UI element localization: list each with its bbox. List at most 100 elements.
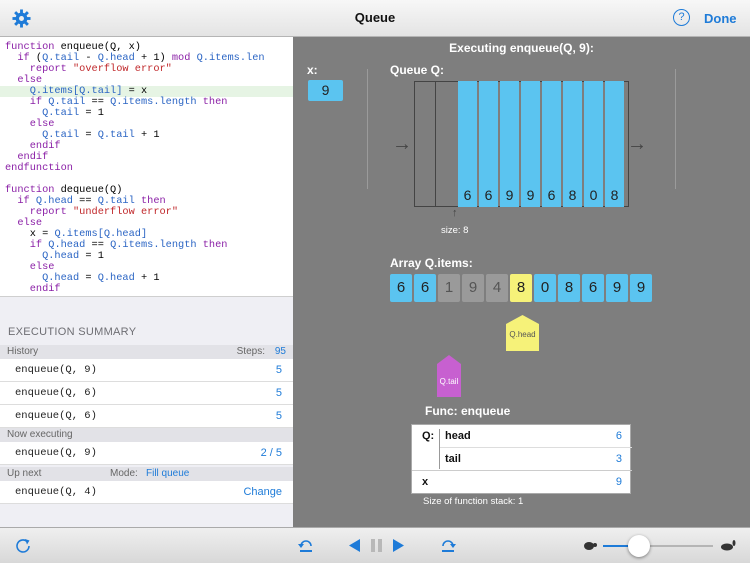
gear-icon[interactable]	[12, 9, 31, 28]
array-cell: 6	[582, 274, 604, 302]
tail-pointer	[437, 355, 461, 397]
up-next-label: Up next	[7, 468, 42, 479]
previous-icon[interactable]	[349, 539, 360, 552]
history-row[interactable]: enqueue(Q, 9) 5	[0, 359, 293, 382]
step-forward-icon[interactable]	[440, 539, 456, 553]
steps-count: 95	[274, 346, 286, 357]
queue-cell: 9	[500, 81, 519, 207]
head-pointer	[506, 315, 539, 351]
code-token: Q.head	[97, 52, 135, 64]
array-cell: 1	[438, 274, 460, 302]
array-cell: 9	[462, 274, 484, 302]
code-token: if	[17, 52, 36, 64]
queue-frame-slot	[435, 81, 436, 207]
func-divider	[439, 429, 440, 469]
queue-cell: 8	[563, 81, 582, 207]
history-row[interactable]: enqueue(Q, 6) 5	[0, 405, 293, 428]
queue-label: Queue Q:	[390, 63, 445, 77]
queue-cell: 6	[479, 81, 498, 207]
code-line: if Q.tail == Q.items.length then	[0, 97, 293, 108]
func-title: Func: enqueue	[425, 404, 511, 418]
speed-slider-fill	[603, 545, 640, 547]
queue-cell: 8	[605, 81, 624, 207]
code-token: =	[79, 129, 98, 141]
code-token: Q.head	[42, 272, 80, 284]
code-token: Q.tail	[42, 107, 80, 119]
code-token: "overflow error"	[72, 63, 172, 75]
head-pointer-label: Q.head	[509, 330, 536, 339]
summary-title: EXECUTION SUMMARY	[8, 326, 137, 338]
code-token: Q.tail	[97, 195, 135, 207]
code-token: function	[5, 41, 61, 53]
done-button[interactable]: Done	[704, 11, 737, 26]
refresh-icon[interactable]	[14, 537, 32, 555]
turtle-icon	[584, 542, 597, 550]
code-token: + 1	[134, 129, 160, 141]
code-token: "underflow error"	[72, 206, 179, 218]
code-token: else	[17, 74, 43, 86]
history-row[interactable]: enqueue(Q, 6) 5	[0, 382, 293, 405]
queue-frame-right	[628, 81, 629, 207]
code-token: Q.items.length	[110, 239, 197, 251]
queue-cell: 6	[458, 81, 477, 207]
code-view[interactable]: function enqueue(Q, x) if (Q.tail - Q.he…	[0, 37, 293, 297]
code-token: Q.tail	[42, 129, 80, 141]
code-token: then	[196, 239, 228, 251]
visualization-panel: Executing enqueue(Q, 9): x: 9 Queue Q: 6…	[293, 37, 750, 527]
speed-slider-knob[interactable]	[628, 535, 651, 557]
code-token: (	[35, 52, 43, 64]
code-line: if (Q.tail - Q.head + 1) mod Q.items.len	[0, 53, 293, 64]
code-token	[5, 283, 30, 295]
help-icon[interactable]: ?	[673, 9, 690, 26]
code-token: else	[29, 261, 55, 273]
code-line: Q.head = 1	[0, 251, 293, 262]
next-call: enqueue(Q, 4)	[15, 486, 97, 498]
code-token: if	[29, 239, 49, 251]
page-title: Queue	[354, 10, 396, 25]
array-cell: 0	[534, 274, 556, 302]
code-token: Q.items[Q.tail]	[29, 85, 123, 97]
queue-cell: 0	[584, 81, 603, 207]
code-line: if Q.head == Q.items.length then	[0, 240, 293, 251]
code-line: if Q.head == Q.tail then	[0, 196, 293, 207]
array-cell: 6	[390, 274, 412, 302]
code-line: function dequeue(Q)	[0, 185, 293, 196]
up-next-row: enqueue(Q, 4) Change	[0, 481, 293, 504]
code-token: Q.tail	[97, 129, 135, 141]
x-value-box: 9	[308, 80, 343, 101]
func-tail-label: tail	[445, 453, 461, 465]
history-steps: 5	[275, 410, 282, 422]
next-icon[interactable]	[393, 539, 404, 552]
code-line: Q.tail = 1	[0, 108, 293, 119]
code-line: else	[0, 218, 293, 229]
size-arrow-icon: ↑	[452, 207, 458, 219]
code-line: function enqueue(Q, x)	[0, 42, 293, 53]
arrow-in-icon: →	[392, 133, 412, 155]
tail-pointer-label: Q.tail	[439, 377, 459, 386]
code-token: =	[79, 272, 98, 284]
code-line: Q.items[Q.tail] = x	[0, 86, 293, 97]
code-token: Q.items.len	[196, 52, 265, 64]
change-button[interactable]: Change	[243, 486, 282, 498]
history-label: History	[7, 346, 39, 357]
array-cell: 9	[630, 274, 652, 302]
queue-cell: 6	[542, 81, 561, 207]
step-back-icon[interactable]	[298, 539, 314, 553]
code-token: Q.head	[42, 250, 80, 262]
code-token: if	[17, 195, 36, 207]
code-token: Q.items[Q.head]	[54, 228, 148, 240]
code-token: report	[29, 206, 73, 218]
now-executing-header: Now executing	[0, 428, 293, 442]
execution-title: Executing enqueue(Q, 9):	[449, 41, 594, 55]
pause-icon[interactable]	[371, 539, 382, 552]
speed-slider-track[interactable]	[603, 545, 713, 547]
code-line: report "underflow error"	[0, 207, 293, 218]
history-steps: 5	[275, 364, 282, 376]
now-executing-row: enqueue(Q, 9) 2 / 5	[0, 442, 293, 465]
code-token: endif	[17, 151, 49, 163]
code-token: dequeue(Q)	[60, 184, 123, 196]
code-token: enqueue(Q, x)	[60, 41, 141, 53]
code-line: Q.head = Q.head + 1	[0, 273, 293, 284]
mode-value[interactable]: Fill queue	[146, 468, 190, 479]
arrow-out-icon: →	[627, 133, 647, 155]
